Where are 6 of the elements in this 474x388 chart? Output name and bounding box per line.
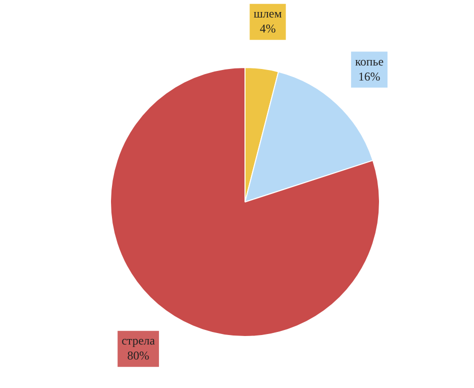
slice-label: стрела	[122, 334, 156, 348]
slice-label: шлем	[254, 6, 282, 21]
data-label: 4%	[260, 22, 276, 36]
data-label: 16%	[358, 69, 380, 84]
slice-label: копье	[355, 54, 384, 68]
data-label: 80%	[127, 348, 150, 363]
